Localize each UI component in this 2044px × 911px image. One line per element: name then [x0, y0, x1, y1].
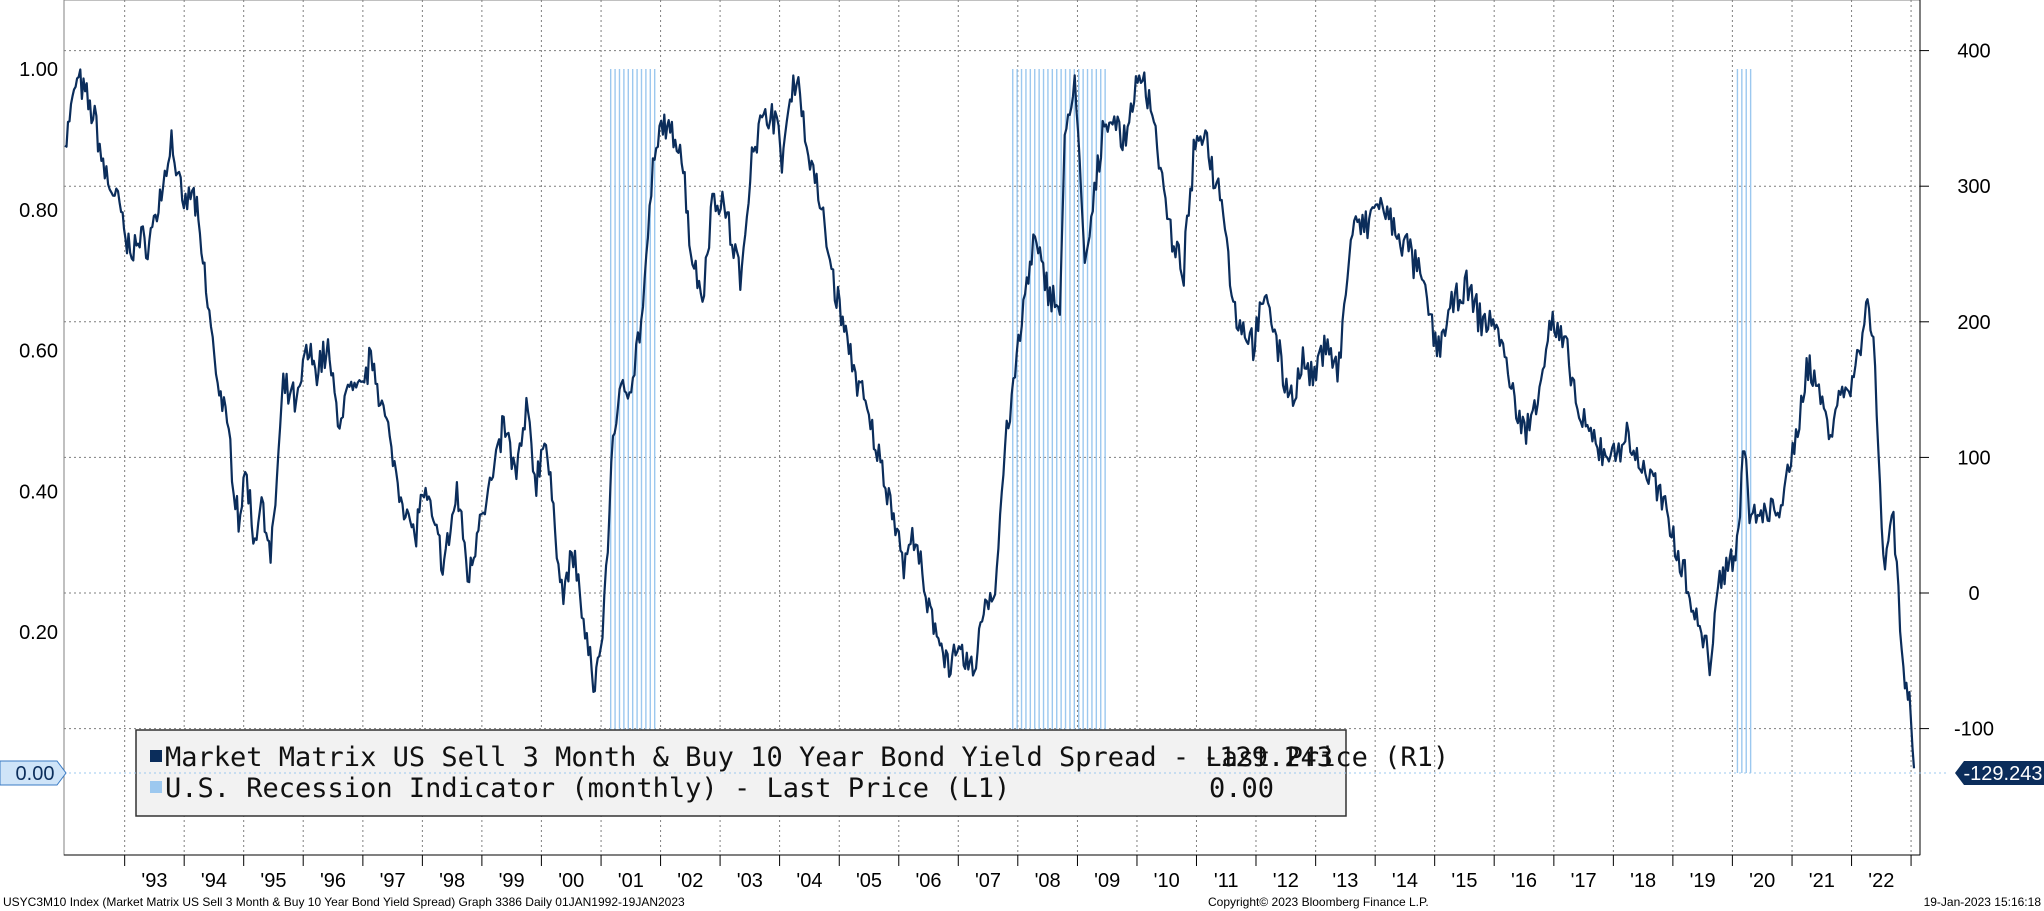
spread-series — [64, 68, 1916, 769]
x-tick-label: '13 — [1332, 870, 1358, 892]
x-tick-label: '18 — [1630, 870, 1656, 892]
right-tick-label: 0 — [1968, 583, 1979, 605]
legend-label-recession: U.S. Recession Indicator (monthly) - Las… — [165, 773, 1010, 804]
left-tick-label: 0.80 — [19, 200, 58, 222]
left-tick-label: 0.60 — [19, 341, 58, 363]
right-tick-label: 300 — [1957, 176, 1990, 198]
left-tick-label: 1.00 — [19, 59, 58, 81]
x-tick-label: '02 — [677, 870, 703, 892]
right-tick-label: 200 — [1957, 312, 1990, 334]
x-tick-label: '20 — [1749, 870, 1775, 892]
grid-lines — [63, 0, 1921, 856]
left-tick-label: 0.40 — [19, 481, 58, 503]
last-value-flags: 0.00 -129.243 — [0, 760, 2044, 786]
x-tick-label: '98 — [439, 870, 465, 892]
x-tick-label: '10 — [1154, 870, 1180, 892]
x-tick-label: '07 — [975, 870, 1001, 892]
legend-value-spread: -129.243 — [1203, 742, 1333, 773]
x-tick-label: '14 — [1392, 870, 1418, 892]
x-tick-label: '01 — [618, 870, 644, 892]
legend-swatch-spread — [150, 750, 162, 762]
x-tick-label: '05 — [856, 870, 882, 892]
right-tick-label: 100 — [1957, 447, 1990, 469]
flag-right-background — [1955, 761, 2044, 785]
spread-line — [64, 68, 1916, 769]
x-tick-label: '09 — [1094, 870, 1120, 892]
plot-frame — [63, 0, 1921, 856]
flag-right-value: -129.243 — [1964, 763, 2043, 785]
x-tick-label: '00 — [558, 870, 584, 892]
x-tick-label: '16 — [1511, 870, 1537, 892]
flag-left-background — [0, 760, 67, 786]
x-tick-label: '03 — [737, 870, 763, 892]
footer-timestamp: 19-Jan-2023 15:16:18 — [1924, 895, 2042, 909]
x-tick-label: '04 — [796, 870, 822, 892]
footer-copyright: Copyright© 2023 Bloomberg Finance L.P. — [1208, 895, 1429, 909]
legend-value-recession: 0.00 — [1209, 773, 1274, 804]
footer-source: USYC3M10 Index (Market Matrix US Sell 3 … — [3, 895, 685, 909]
x-tick-label: '06 — [915, 870, 941, 892]
legend-swatch-recession — [150, 781, 162, 793]
right-tick-label: 400 — [1957, 41, 1990, 63]
x-tick-label: '95 — [260, 870, 286, 892]
x-tick-label: '99 — [499, 870, 525, 892]
recession-bars — [609, 69, 1752, 773]
x-tick-label: '94 — [201, 870, 227, 892]
x-tick-label: '12 — [1273, 870, 1299, 892]
flag-left-value: 0.00 — [16, 763, 55, 785]
x-tick-label: '17 — [1571, 870, 1597, 892]
left-tick-label: 0.20 — [19, 622, 58, 644]
x-tick-label: '96 — [320, 870, 346, 892]
axes: '93 '94 '95 '96 '97 '98 '99 '00 '01 '02 '03 '04 '05 '… — [19, 0, 1994, 892]
x-tick-label: '93 — [141, 870, 167, 892]
x-tick-label: '19 — [1690, 870, 1716, 892]
right-tick-label: -100 — [1954, 719, 1994, 741]
x-tick-label: '97 — [380, 870, 406, 892]
x-tick-label: '21 — [1809, 870, 1835, 892]
legend-label-spread: Market Matrix US Sell 3 Month & Buy 10 Y… — [165, 742, 1449, 773]
legend: Market Matrix US Sell 3 Month & Buy 10 Y… — [135, 729, 1449, 817]
x-tick-label: '08 — [1035, 870, 1061, 892]
x-tick-label: '15 — [1451, 870, 1477, 892]
x-tick-label: '22 — [1868, 870, 1894, 892]
x-tick-label: '11 — [1214, 870, 1239, 892]
